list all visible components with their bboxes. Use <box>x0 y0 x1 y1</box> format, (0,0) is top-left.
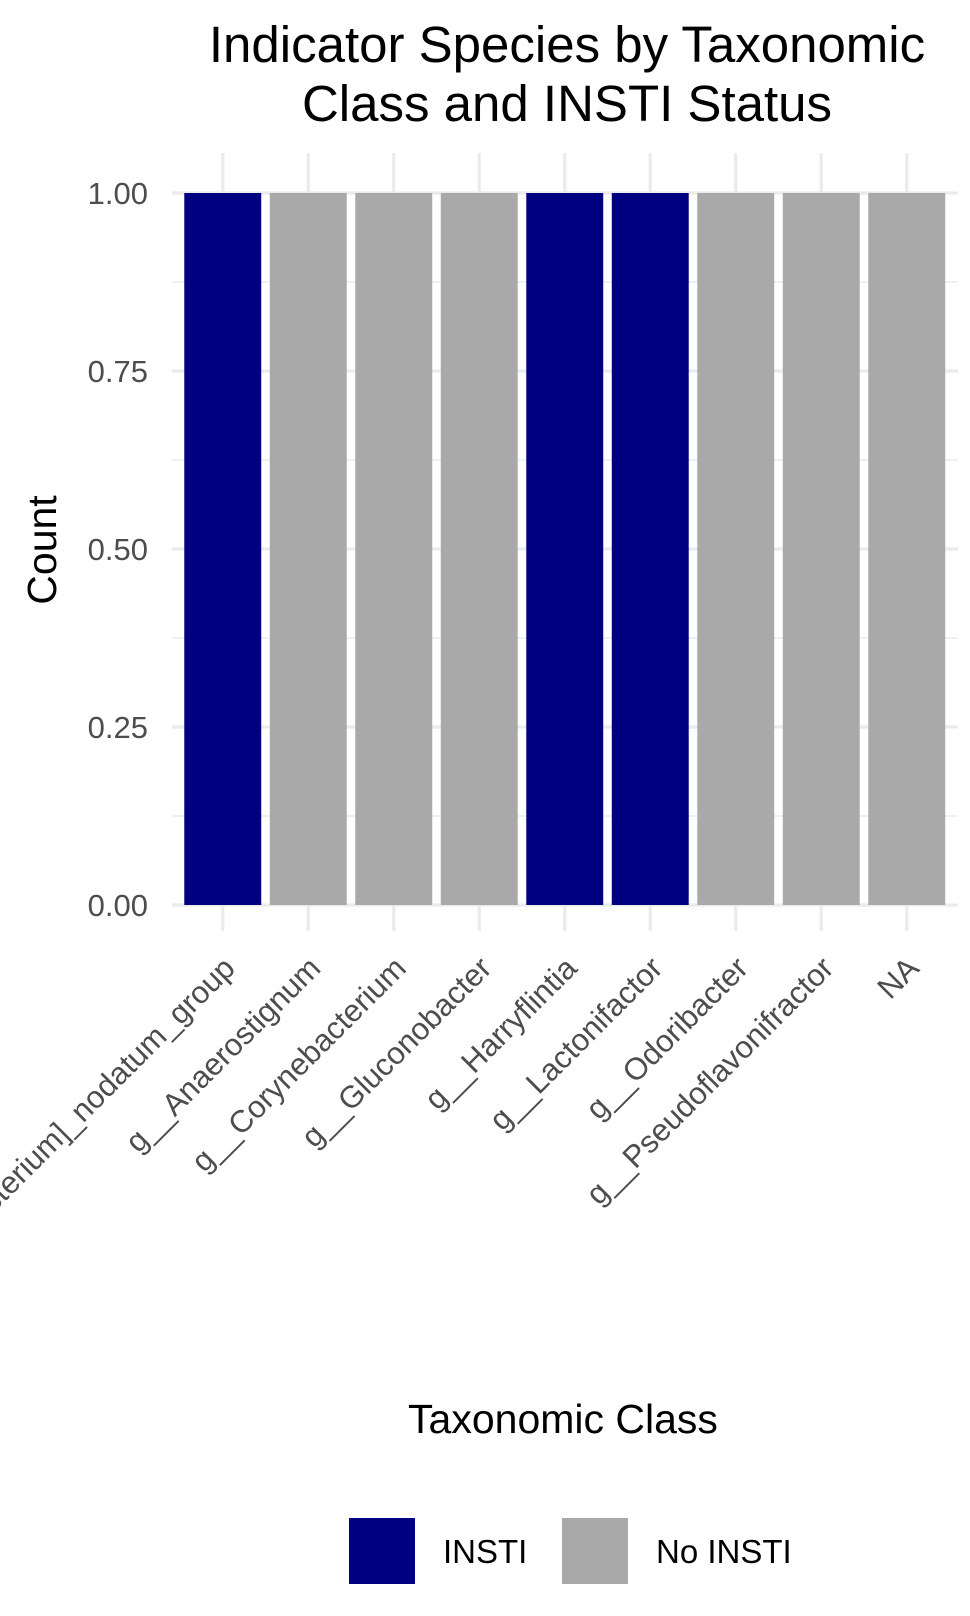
x-tick-label: g__Harryflintia <box>418 950 585 1117</box>
y-tick-label: 0.75 <box>88 354 148 389</box>
x-tick-label: NA <box>870 950 925 1005</box>
chart-title-line-2: Class and INSTI Status <box>302 75 832 132</box>
bar <box>526 193 604 905</box>
legend: INSTI No INSTI <box>349 1518 792 1584</box>
legend-title: Taxonomic Class <box>408 1396 718 1442</box>
y-tick-label: 1.00 <box>88 176 148 211</box>
bar <box>184 193 262 905</box>
legend-label: No INSTI <box>656 1533 792 1570</box>
y-tick-label: 0.00 <box>88 888 148 923</box>
legend-label: INSTI <box>443 1533 527 1570</box>
bar <box>269 193 347 905</box>
bar <box>697 193 775 905</box>
y-tick-label: 0.50 <box>88 532 148 567</box>
bar <box>782 193 860 905</box>
bar <box>868 193 946 905</box>
y-axis-ticks: 0.00 0.25 0.50 0.75 1.00 <box>88 176 148 923</box>
y-tick-label: 0.25 <box>88 710 148 745</box>
chart-title-line-1: Indicator Species by Taxonomic <box>209 16 925 73</box>
legend-swatch <box>349 1518 415 1584</box>
bar <box>611 193 689 905</box>
y-axis-title: Count <box>19 495 65 605</box>
x-axis-ticks: g__[Eubacterium]_nodatum_groupg__Anaeros… <box>0 950 926 1313</box>
bar <box>355 193 433 905</box>
bar <box>440 193 518 905</box>
bars <box>184 193 946 905</box>
legend-swatch <box>562 1518 628 1584</box>
